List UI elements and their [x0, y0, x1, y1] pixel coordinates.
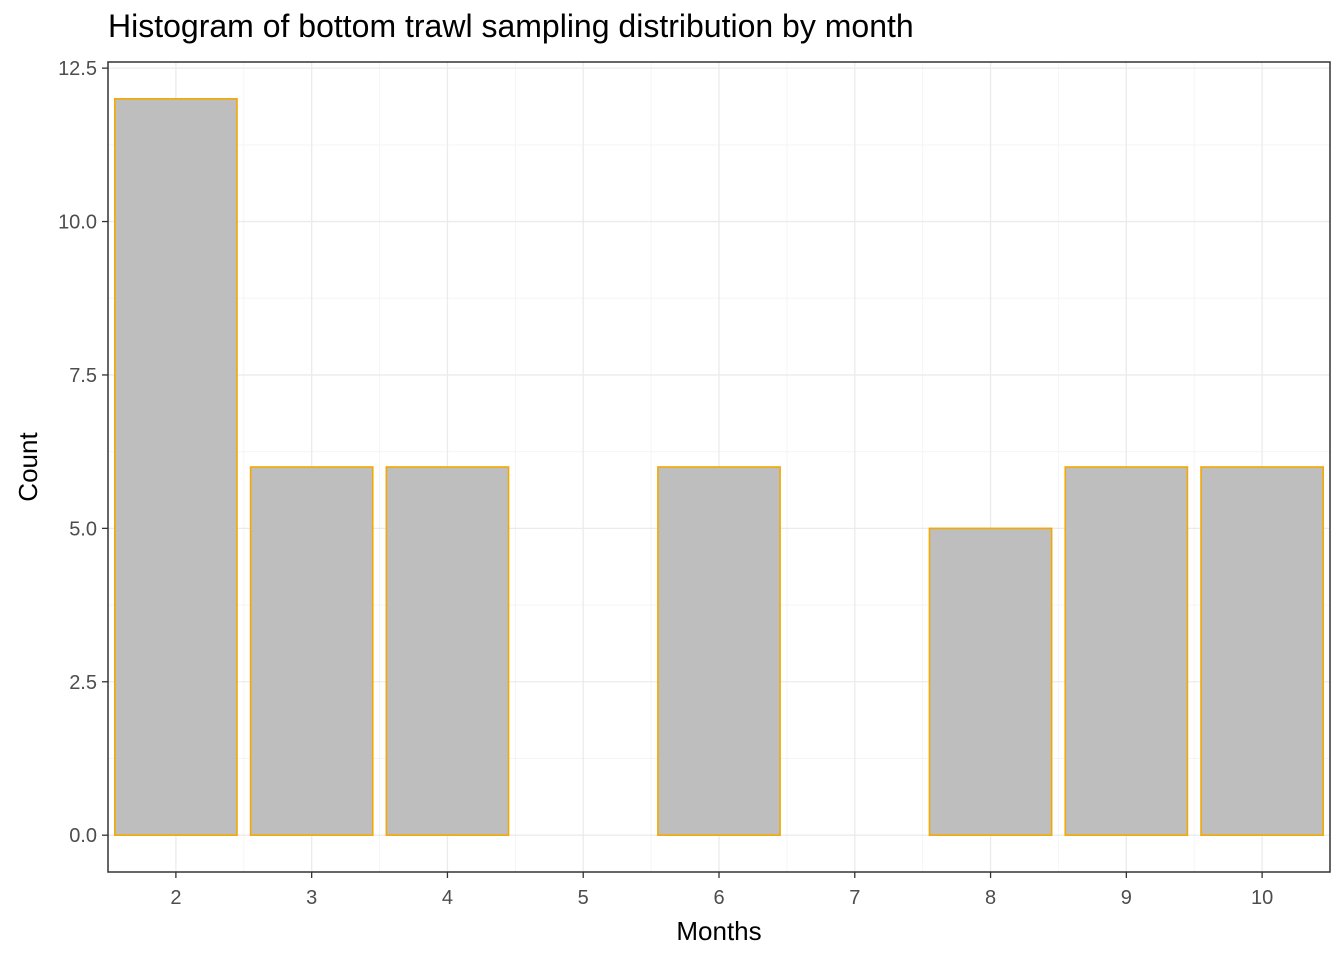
x-tick-label: 7 — [849, 887, 860, 909]
x-tick-label: 8 — [985, 887, 996, 909]
y-tick-label: 10.0 — [58, 212, 97, 234]
y-tick-label: 7.5 — [69, 365, 97, 387]
x-axis-title: Months — [676, 916, 761, 946]
x-tick-label: 6 — [713, 887, 724, 909]
x-tick-label: 2 — [170, 887, 181, 909]
bar-month-2 — [113, 98, 238, 836]
x-tick-label: 5 — [578, 887, 589, 909]
bar-month-9 — [1064, 466, 1189, 836]
x-tick-label: 3 — [306, 887, 317, 909]
y-tick-label: 12.5 — [58, 58, 97, 80]
y-tick-label: 0.0 — [69, 825, 97, 847]
x-tick-label: 4 — [442, 887, 453, 909]
y-axis-title: Count — [13, 432, 43, 502]
x-tick-label: 9 — [1121, 887, 1132, 909]
y-tick-label: 5.0 — [69, 518, 97, 540]
x-axis: 2 3 4 5 6 7 8 9 10 — [170, 872, 1273, 909]
bar-month-8 — [928, 527, 1053, 836]
y-tick-label: 2.5 — [69, 672, 97, 694]
y-axis: 0.0 2.5 5.0 7.5 10.0 12.5 — [58, 58, 108, 847]
bar-month-6 — [657, 466, 781, 836]
bar-month-3 — [249, 466, 374, 836]
bar-month-10 — [1200, 466, 1325, 836]
x-tick-label: 10 — [1251, 887, 1273, 909]
bar-month-4 — [385, 466, 510, 836]
chart-title: Histogram of bottom trawl sampling distr… — [108, 8, 914, 44]
bars-group — [113, 98, 1325, 836]
